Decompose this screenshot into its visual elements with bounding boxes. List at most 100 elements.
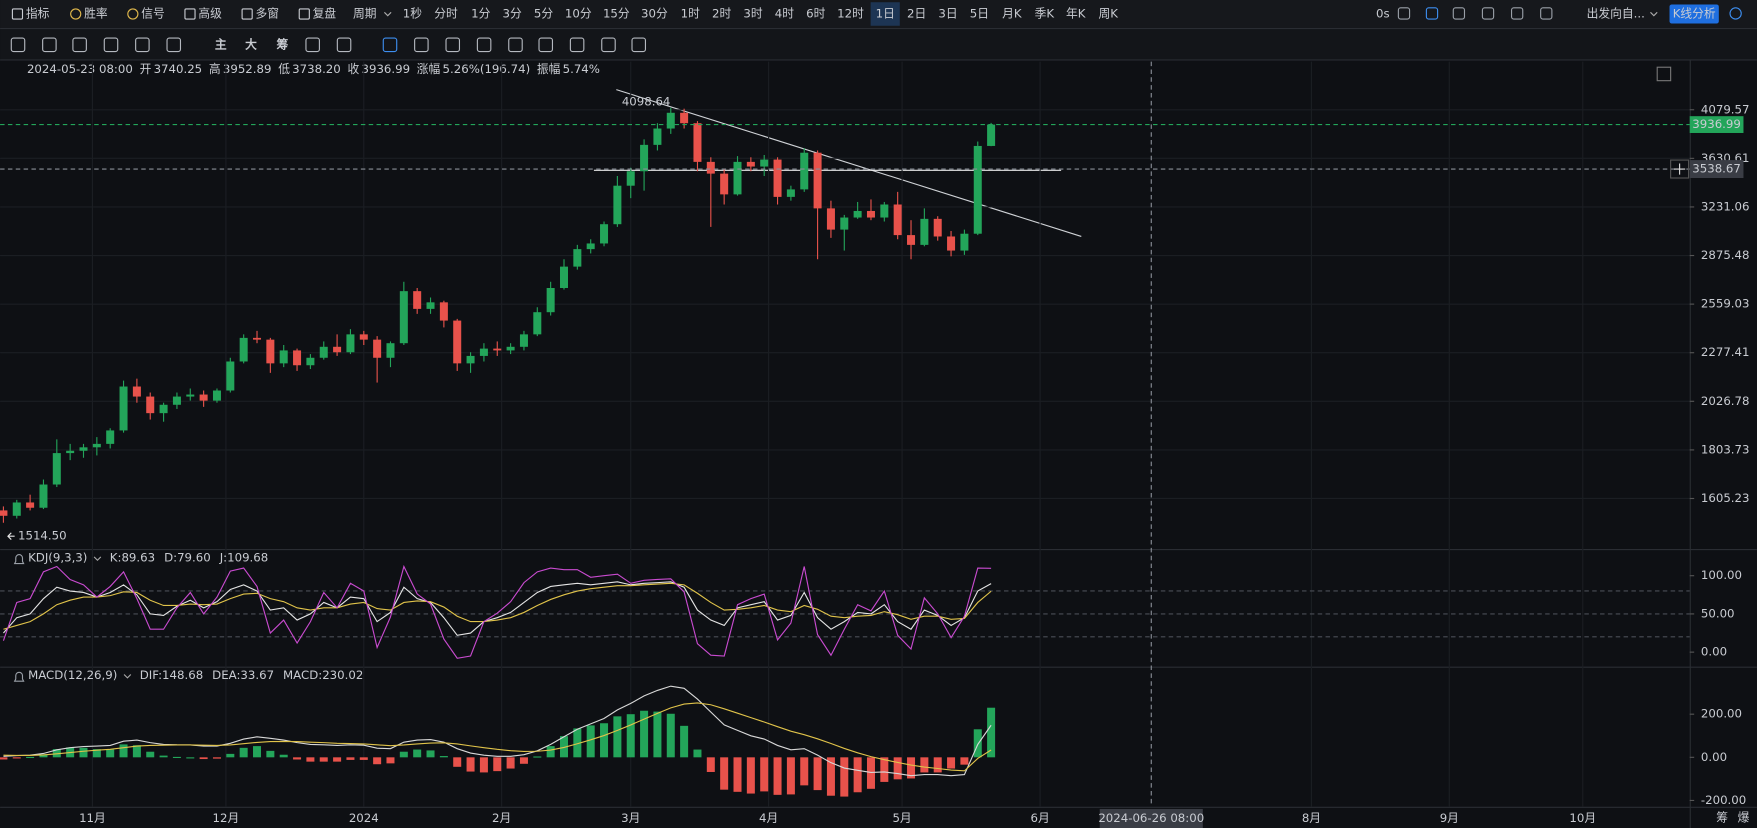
- toolbar-icon[interactable]: [1540, 7, 1553, 20]
- info-value: 3936.99: [361, 62, 410, 76]
- crosshair-plus: [1674, 163, 1686, 175]
- drawing-tool[interactable]: [382, 37, 398, 53]
- macd-bar: [533, 756, 542, 758]
- toolbar-icon[interactable]: [1510, 7, 1524, 20]
- macd-bar: [866, 757, 875, 789]
- share-icon[interactable]: [1729, 7, 1742, 20]
- info-value: 3952.89: [223, 62, 272, 76]
- drawing-tool[interactable]: [103, 37, 119, 53]
- period-button[interactable]: 3日: [938, 7, 957, 21]
- drawing-tool[interactable]: [42, 37, 57, 53]
- candle-body: [907, 235, 916, 245]
- drawing-tool[interactable]: [414, 37, 429, 53]
- analysis-button[interactable]: K线分析: [1673, 7, 1716, 21]
- macd-bar: [626, 714, 635, 758]
- trend-line: [616, 89, 1082, 237]
- tool-icon: [298, 8, 310, 20]
- corner-button[interactable]: 爆: [1738, 810, 1750, 824]
- macd-bar: [293, 757, 302, 760]
- x-tick-label: 5月: [892, 811, 911, 825]
- drawing-tool-text[interactable]: 大: [245, 37, 257, 51]
- expand-icon[interactable]: [1656, 66, 1672, 82]
- drawing-tool[interactable]: [601, 37, 616, 53]
- candle-body: [106, 430, 115, 444]
- drawing-tool[interactable]: [445, 37, 461, 53]
- tool-button[interactable]: 指标: [26, 7, 50, 21]
- analysis-button-bg[interactable]: [1669, 4, 1719, 24]
- period-button[interactable]: 5分: [534, 7, 553, 21]
- tool-button[interactable]: 周期: [353, 7, 377, 21]
- x-tick-label: 9月: [1440, 811, 1459, 825]
- y-tick-label: 50.00: [1701, 606, 1735, 620]
- macd-bar: [773, 757, 782, 795]
- period-button[interactable]: 30分: [641, 7, 668, 21]
- drawing-tool[interactable]: [10, 37, 26, 53]
- layout-select[interactable]: 出发向自...: [1587, 7, 1645, 21]
- tool-button[interactable]: 复盘: [313, 7, 337, 21]
- drawing-tool[interactable]: [631, 37, 647, 53]
- drawing-tool[interactable]: [569, 37, 585, 53]
- drawing-tool-text[interactable]: 主: [215, 37, 227, 51]
- period-button[interactable]: 分时: [434, 7, 458, 21]
- tool-button[interactable]: 信号: [141, 7, 165, 21]
- period-button[interactable]: 6时: [806, 7, 825, 21]
- macd-bar: [947, 757, 956, 769]
- tool-button[interactable]: 高级: [198, 7, 222, 21]
- candle-body: [586, 243, 595, 250]
- y-tick-label: 4079.57: [1701, 102, 1750, 116]
- period-button[interactable]: 3分: [503, 7, 522, 21]
- period-button[interactable]: 月K: [1002, 7, 1022, 21]
- refresh-timer[interactable]: 0s: [1376, 7, 1390, 21]
- period-button[interactable]: 5日: [970, 7, 989, 21]
- dropdown-arrow: [383, 11, 392, 17]
- candle-body: [39, 484, 48, 508]
- period-button[interactable]: 10分: [565, 7, 592, 21]
- macd-bar: [12, 757, 21, 759]
- period-button[interactable]: 1日: [876, 7, 895, 21]
- candle-body: [746, 161, 755, 167]
- drawing-tool[interactable]: [476, 37, 492, 53]
- toolbar-icon[interactable]: [1397, 7, 1411, 20]
- period-button[interactable]: 3时: [743, 7, 762, 21]
- candle-body: [866, 210, 875, 218]
- period-button[interactable]: 1时: [681, 7, 700, 21]
- macd-bar: [186, 757, 195, 759]
- corner-button[interactable]: 筹: [1716, 810, 1728, 824]
- period-button[interactable]: 2日: [907, 7, 926, 21]
- drawing-tool[interactable]: [538, 37, 554, 53]
- period-button[interactable]: 4时: [775, 7, 794, 21]
- tool-button[interactable]: 多窗: [256, 7, 280, 21]
- candle-body: [306, 357, 315, 366]
- drawing-tool-text[interactable]: 筹: [277, 37, 289, 51]
- period-button[interactable]: 季K: [1035, 7, 1055, 21]
- x-tick-label: 4月: [759, 811, 778, 825]
- period-button[interactable]: 周K: [1098, 7, 1118, 21]
- drawing-tool[interactable]: [135, 37, 150, 53]
- drawing-tool[interactable]: [305, 37, 320, 53]
- period-button[interactable]: 2时: [712, 7, 731, 21]
- active-period-bg: [870, 2, 900, 26]
- y-tick-label: 0.00: [1701, 645, 1727, 659]
- toolbar-icon[interactable]: [1452, 7, 1466, 20]
- macd-bar: [933, 757, 942, 773]
- drawing-tool[interactable]: [508, 37, 523, 53]
- period-button[interactable]: 年K: [1066, 7, 1086, 21]
- period-button[interactable]: 15分: [603, 7, 630, 21]
- crosshair-plus-bg[interactable]: [1670, 159, 1690, 179]
- period-button[interactable]: 1分: [471, 7, 490, 21]
- period-button[interactable]: 1秒: [403, 7, 422, 21]
- macd-bar: [826, 757, 835, 796]
- macd-bar: [653, 711, 662, 758]
- macd-bar: [413, 749, 422, 758]
- macd-bar: [586, 725, 595, 758]
- toolbar-icon[interactable]: [1425, 7, 1439, 20]
- info-label: 收: [348, 62, 360, 76]
- toolbar-icon[interactable]: [1481, 7, 1495, 20]
- alert-icon: [13, 554, 25, 565]
- drawing-tool[interactable]: [166, 37, 182, 53]
- period-button[interactable]: 12时: [837, 7, 864, 21]
- drawing-tool[interactable]: [72, 37, 87, 53]
- tool-button[interactable]: 胜率: [84, 7, 108, 21]
- drawing-tool[interactable]: [336, 37, 352, 53]
- candle-body: [626, 171, 635, 186]
